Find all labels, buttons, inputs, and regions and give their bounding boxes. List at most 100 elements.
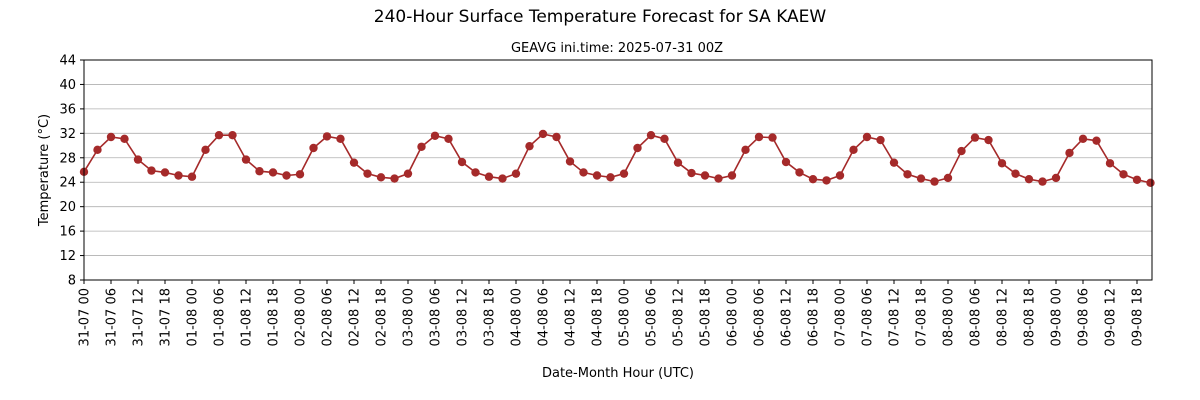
- x-tick-label: 08-08 18: [1023, 288, 1038, 346]
- data-point: [997, 159, 1007, 168]
- data-point: [93, 145, 102, 155]
- x-tick-label: 05-08 06: [645, 288, 660, 346]
- data-point: [376, 173, 386, 182]
- x-tick-label: 09-08 06: [1077, 288, 1092, 346]
- data-point: [660, 134, 669, 144]
- x-tick-label: 07-08 06: [861, 288, 876, 346]
- data-point: [565, 157, 575, 166]
- x-axis-label: Date-Month Hour (UTC): [542, 366, 694, 381]
- data-point: [714, 174, 723, 183]
- data-point: [444, 134, 453, 144]
- y-tick-label: 44: [59, 54, 76, 69]
- x-tick-label: 08-08 12: [996, 288, 1011, 346]
- data-point: [889, 158, 899, 167]
- x-tick-label: 03-08 06: [429, 288, 444, 346]
- data-point: [484, 172, 494, 181]
- data-point: [1065, 148, 1074, 158]
- x-tick-label: 07-08 18: [915, 288, 930, 346]
- data-point: [336, 134, 345, 144]
- data-point: [322, 132, 332, 141]
- x-tick-label: 02-08 00: [294, 288, 309, 346]
- x-tick-label: 03-08 18: [483, 288, 498, 346]
- data-point: [984, 135, 993, 145]
- data-point: [471, 168, 480, 177]
- x-tick-label: 06-08 18: [807, 288, 822, 346]
- data-point: [687, 168, 696, 178]
- y-tick-label: 16: [59, 225, 76, 240]
- data-point: [754, 132, 764, 142]
- data-point: [511, 169, 521, 178]
- data-point: [700, 171, 710, 180]
- data-point: [214, 130, 224, 140]
- data-point: [417, 142, 426, 151]
- x-tick-label: 06-08 06: [753, 288, 768, 346]
- chart-subtitle: GEAVG ini.time: 2025-07-31 00Z: [511, 41, 723, 56]
- data-point: [1146, 178, 1155, 188]
- data-point: [646, 130, 656, 140]
- x-tick-label: 09-08 12: [1104, 288, 1119, 346]
- x-tick-label: 06-08 00: [726, 288, 741, 346]
- data-point: [133, 155, 143, 164]
- data-point: [160, 168, 170, 177]
- x-tick-label: 31-07 00: [78, 288, 93, 346]
- data-point: [282, 171, 291, 180]
- data-point: [957, 146, 966, 156]
- y-tick-label: 32: [59, 127, 76, 142]
- data-point: [255, 167, 264, 176]
- data-point: [309, 143, 318, 153]
- data-point: [579, 168, 588, 177]
- data-point: [201, 145, 210, 155]
- x-tick-label: 03-08 00: [402, 288, 417, 346]
- x-tick-label: 02-08 12: [348, 288, 363, 346]
- x-tick-label: 31-07 18: [159, 288, 174, 346]
- data-point: [943, 173, 953, 183]
- data-point: [498, 174, 507, 183]
- y-axis-label: Temperature (°C): [37, 114, 52, 227]
- data-point: [1119, 170, 1128, 179]
- data-point: [876, 135, 885, 145]
- x-tick-label: 04-08 00: [510, 288, 525, 346]
- data-point: [835, 171, 845, 180]
- x-tick-label: 04-08 06: [537, 288, 552, 346]
- x-tick-label: 04-08 18: [591, 288, 606, 346]
- data-point: [1011, 169, 1020, 178]
- data-point: [403, 169, 413, 178]
- y-tick-label: 20: [59, 200, 76, 215]
- data-point: [849, 145, 858, 155]
- y-tick-label: 40: [59, 78, 76, 93]
- data-point: [781, 157, 791, 167]
- y-tick-label: 24: [59, 176, 76, 191]
- y-tick-label: 28: [59, 151, 76, 166]
- chart-title: 240-Hour Surface Temperature Forecast fo…: [374, 7, 827, 27]
- series-group: [79, 129, 1155, 188]
- x-tick-label: 05-08 00: [618, 288, 633, 346]
- data-point: [120, 134, 129, 144]
- x-tick-label: 09-08 00: [1050, 288, 1065, 346]
- data-point: [349, 158, 359, 167]
- data-point: [1092, 136, 1101, 145]
- x-tick-label: 31-07 12: [132, 288, 147, 346]
- data-point: [903, 170, 912, 179]
- data-point: [187, 172, 197, 181]
- data-point: [592, 171, 602, 180]
- data-point: [606, 173, 615, 182]
- x-tick-label: 07-08 00: [834, 288, 849, 346]
- x-tick-label: 01-08 00: [186, 288, 201, 346]
- data-point: [808, 174, 818, 184]
- x-tick-label: 01-08 06: [213, 288, 228, 346]
- data-point: [741, 145, 750, 155]
- data-point: [795, 168, 804, 177]
- data-point: [1078, 134, 1088, 144]
- y-tick-label: 36: [59, 102, 76, 117]
- data-point: [268, 168, 278, 177]
- data-point: [106, 132, 116, 142]
- x-tick-label: 03-08 12: [456, 288, 471, 346]
- data-point: [1038, 177, 1047, 186]
- data-point: [768, 133, 777, 142]
- x-tick-label: 31-07 06: [105, 288, 120, 346]
- plot-frame: [83, 59, 1153, 281]
- data-point: [916, 174, 926, 183]
- data-point: [633, 143, 642, 153]
- y-tick-label: 12: [59, 249, 76, 264]
